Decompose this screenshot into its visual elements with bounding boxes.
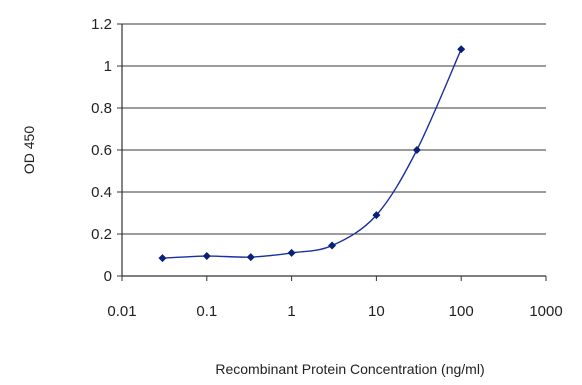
x-axis-ticks: 0.01 0.1 1 10 100 1000 — [107, 276, 563, 320]
y-tick-label: 0.6 — [91, 142, 112, 159]
data-point-marker — [328, 241, 337, 250]
y-tick-label: 1.2 — [91, 16, 112, 33]
gridlines — [122, 23, 546, 235]
y-tick-label: 0 — [104, 268, 112, 285]
data-point-marker — [202, 252, 211, 261]
y-axis-title: OD 450 — [21, 126, 37, 174]
x-tick-label: 0.01 — [107, 303, 136, 320]
x-tick-label: 1000 — [529, 303, 562, 320]
y-axis-ticks: 0 0.2 0.4 0.6 0.8 1 1.2 — [91, 16, 122, 285]
data-point-marker — [457, 45, 466, 54]
data-point-marker — [412, 146, 421, 154]
data-point-marker — [158, 254, 167, 263]
x-tick-label: 0.1 — [196, 303, 217, 320]
data-point-marker — [372, 211, 381, 220]
x-tick-label: 100 — [449, 303, 474, 320]
x-tick-label: 1 — [287, 303, 295, 320]
x-tick-label: 10 — [368, 303, 385, 320]
data-point-marker — [246, 253, 255, 262]
y-tick-label: 0.4 — [91, 184, 112, 201]
y-tick-label: 1 — [104, 58, 112, 75]
y-tick-label: 0.2 — [91, 226, 112, 243]
y-tick-label: 0.8 — [91, 100, 112, 117]
data-point-marker — [287, 248, 296, 257]
series-markers — [158, 45, 466, 263]
x-axis-title: Recombinant Protein Concentration (ng/ml… — [215, 361, 484, 377]
